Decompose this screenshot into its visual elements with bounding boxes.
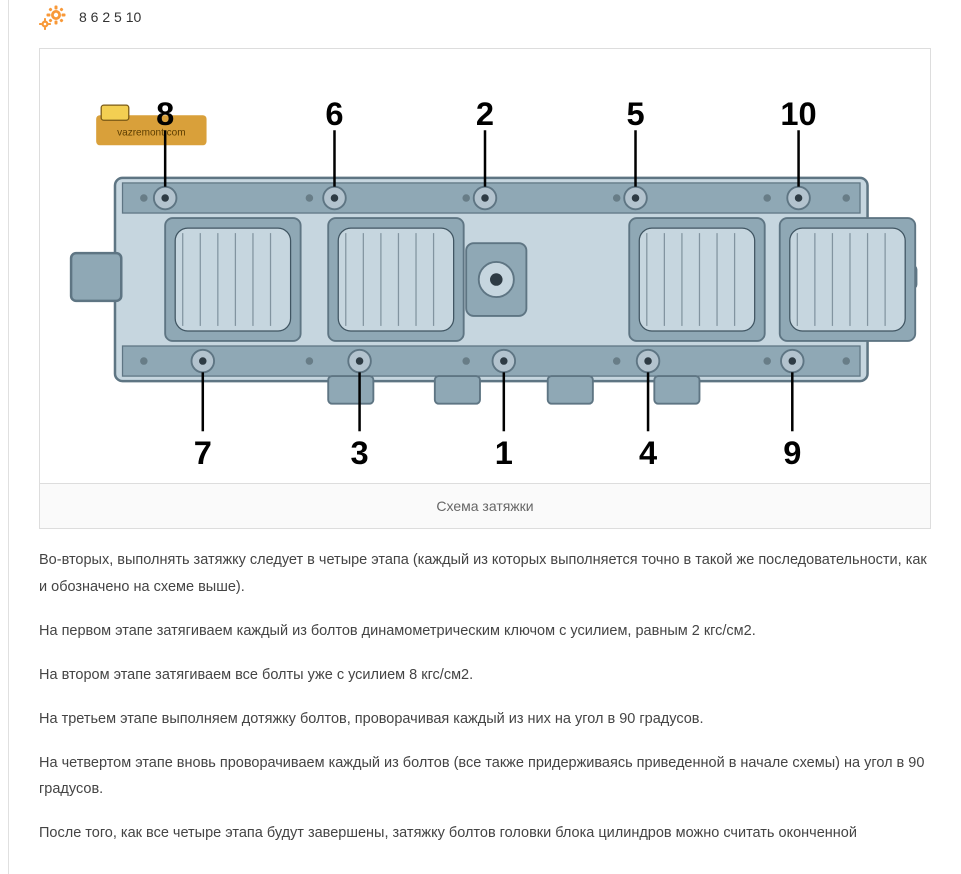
svg-text:vazremont.com: vazremont.com bbox=[117, 127, 185, 138]
svg-text:9: 9 bbox=[783, 434, 801, 471]
svg-text:2: 2 bbox=[476, 95, 494, 132]
svg-text:5: 5 bbox=[626, 95, 644, 132]
torque-sequence-diagram: vazremont.com8 6 2 5 10 7 3 1 4 9 bbox=[46, 55, 924, 481]
svg-text:1: 1 bbox=[495, 434, 513, 471]
figure-container: vazremont.com8 6 2 5 10 7 3 1 4 9 Схема затяжки bbox=[39, 48, 931, 529]
gears-icon bbox=[39, 4, 67, 30]
article-body: Во-вторых, выполнять затяжку следует в ч… bbox=[39, 547, 931, 846]
svg-text:3: 3 bbox=[351, 434, 369, 471]
svg-text:6: 6 bbox=[325, 95, 343, 132]
svg-text:8: 8 bbox=[156, 95, 174, 132]
svg-text:4: 4 bbox=[639, 434, 657, 471]
figure-caption: Схема затяжки bbox=[40, 483, 930, 528]
paragraph: На третьем этапе выполняем дотяжку болто… bbox=[39, 706, 931, 732]
paragraph: После того, как все четыре этапа будут з… bbox=[39, 820, 931, 846]
header-line: 8 6 2 5 10 bbox=[39, 0, 931, 48]
paragraph: Во-вторых, выполнять затяжку следует в ч… bbox=[39, 547, 931, 599]
paragraph: На втором этапе затягиваем все болты уже… bbox=[39, 662, 931, 688]
paragraph: На четвертом этапе вновь проворачиваем к… bbox=[39, 750, 931, 802]
svg-text:7: 7 bbox=[194, 434, 212, 471]
paragraph: На первом этапе затягиваем каждый из бол… bbox=[39, 618, 931, 644]
header-numbers: 8 6 2 5 10 bbox=[79, 9, 141, 25]
svg-text:10: 10 bbox=[780, 95, 816, 132]
